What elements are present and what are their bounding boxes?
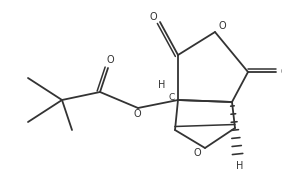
Text: O: O <box>193 148 201 158</box>
Text: O: O <box>106 55 114 65</box>
Text: O: O <box>133 109 141 119</box>
Text: O: O <box>149 12 157 22</box>
Text: H: H <box>236 161 244 171</box>
Text: O: O <box>218 21 226 31</box>
Text: O: O <box>280 67 282 77</box>
Text: H: H <box>158 80 166 90</box>
Text: C: C <box>169 93 175 102</box>
